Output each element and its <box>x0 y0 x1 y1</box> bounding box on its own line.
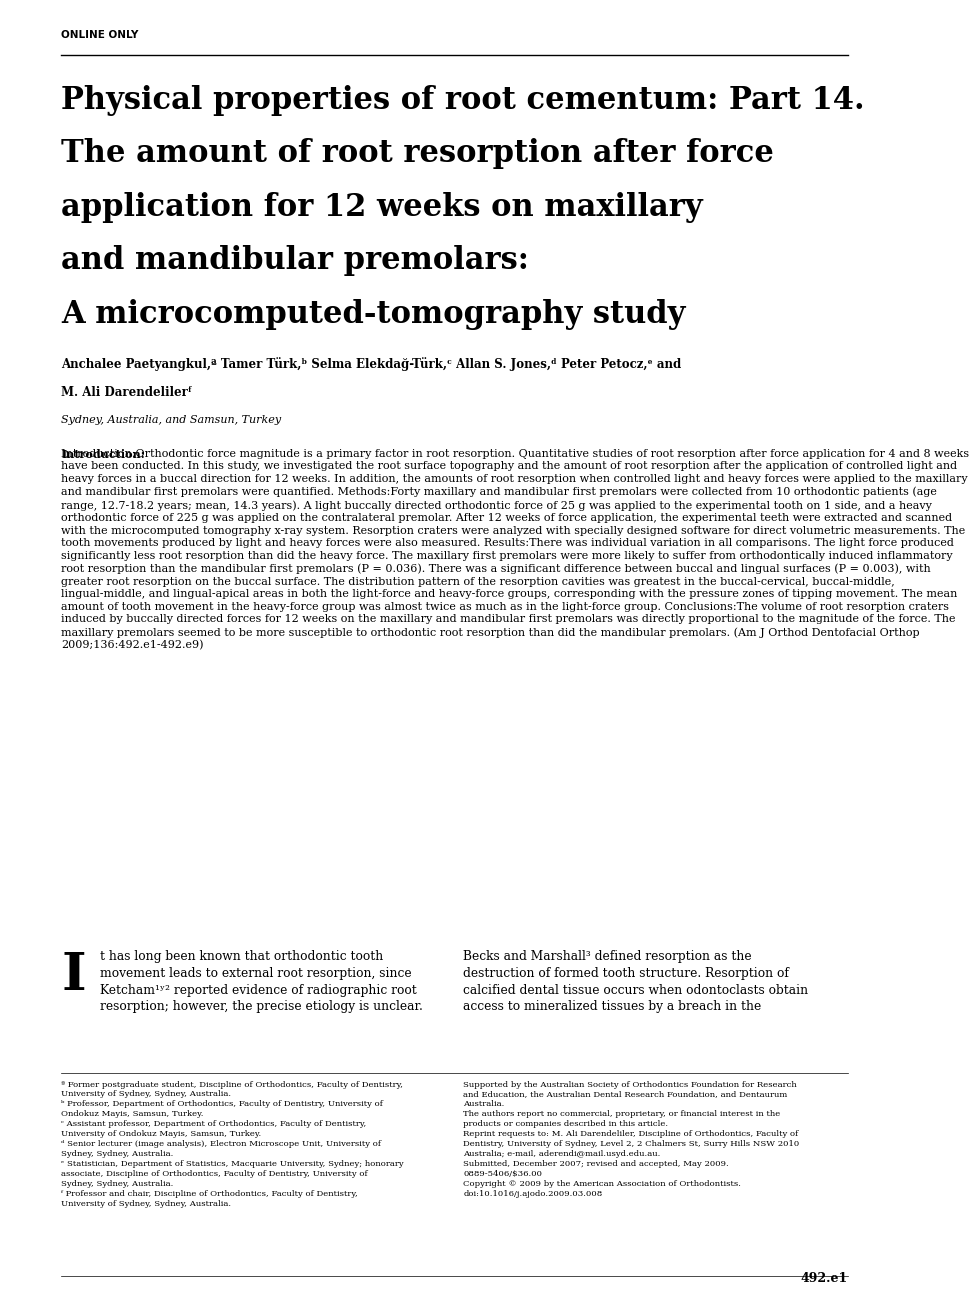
Text: Becks and Marshall³ defined resorption as the
destruction of formed tooth struct: Becks and Marshall³ defined resorption a… <box>463 950 808 1014</box>
Text: A microcomputed-tomography study: A microcomputed-tomography study <box>61 299 685 330</box>
Text: t has long been known that orthodontic tooth
movement leads to external root res: t has long been known that orthodontic t… <box>99 950 422 1014</box>
Text: application for 12 weeks on maxillary: application for 12 weeks on maxillary <box>61 192 703 223</box>
Text: Introduction:Orthodontic force magnitude is a primary factor in root resorption.: Introduction:Orthodontic force magnitude… <box>61 449 969 651</box>
Text: Physical properties of root cementum: Part 14.: Physical properties of root cementum: Pa… <box>61 85 865 116</box>
Text: Introduction:: Introduction: <box>61 449 145 459</box>
Text: ONLINE ONLY: ONLINE ONLY <box>61 30 138 40</box>
Text: The amount of root resorption after force: The amount of root resorption after forc… <box>61 138 774 170</box>
Text: Anchalee Paetyangkul,ª Tamer Türk,ᵇ Selma Elekdağ-Türk,ᶜ Allan S. Jones,ᵈ Peter : Anchalee Paetyangkul,ª Tamer Türk,ᵇ Selm… <box>61 358 682 372</box>
Text: M. Ali Darendelilerᶠ: M. Ali Darendelilerᶠ <box>61 386 192 399</box>
Text: I: I <box>61 950 86 1001</box>
Text: Supported by the Australian Society of Orthodontics Foundation for Research
and : Supported by the Australian Society of O… <box>463 1081 800 1198</box>
Text: ª Former postgraduate student, Discipline of Orthodontics, Faculty of Dentistry,: ª Former postgraduate student, Disciplin… <box>61 1081 404 1207</box>
Text: 492.e1: 492.e1 <box>800 1272 848 1285</box>
Text: and mandibular premolars:: and mandibular premolars: <box>61 245 529 277</box>
Text: Sydney, Australia, and Samsun, Turkey: Sydney, Australia, and Samsun, Turkey <box>61 415 282 425</box>
